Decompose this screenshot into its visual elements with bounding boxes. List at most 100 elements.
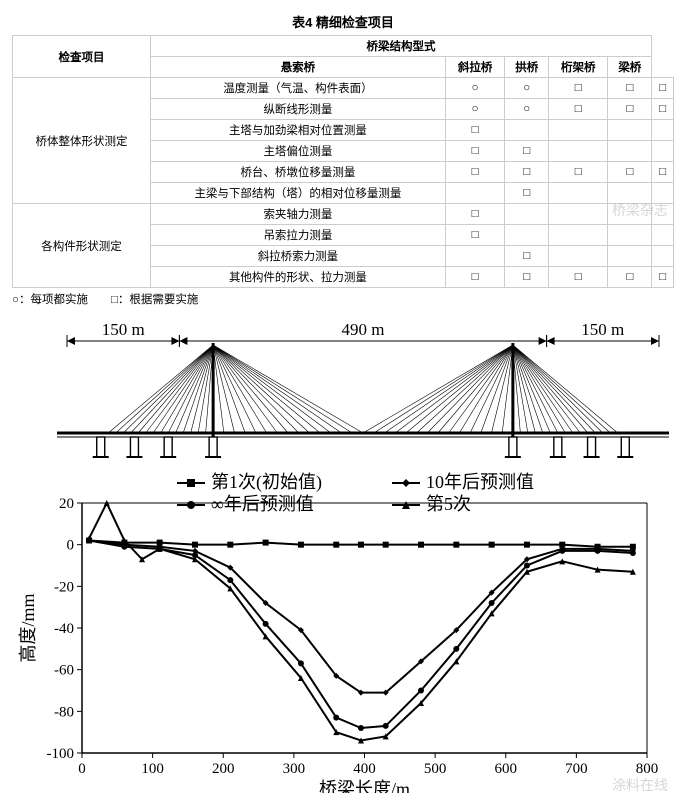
cell <box>445 183 504 204</box>
cell <box>505 225 549 246</box>
svg-text:第5次: 第5次 <box>426 494 471 514</box>
cell <box>652 225 674 246</box>
cell <box>549 225 608 246</box>
series-10yr <box>89 541 633 693</box>
row-label: 吊索拉力测量 <box>150 225 445 246</box>
cell: □ <box>608 267 652 288</box>
figure-svg: 150 m490 m150 m0100200300400500600700800… <box>12 313 674 793</box>
cell: □ <box>505 183 549 204</box>
th-checkitem: 检查项目 <box>13 36 151 78</box>
row-label: 主塔与加劲梁相对位置测量 <box>150 120 445 141</box>
series-fifth <box>89 503 633 741</box>
cell <box>652 141 674 162</box>
cell <box>608 204 652 225</box>
svg-text:700: 700 <box>565 761 588 777</box>
inspection-table: 检查项目 桥梁结构型式 悬索桥斜拉桥拱桥桁架桥梁桥 桥体整体形状测定温度测量（气… <box>12 35 674 288</box>
cell: □ <box>652 78 674 99</box>
cell: □ <box>549 267 608 288</box>
row-group-label: 桥体整体形状测定 <box>13 78 151 204</box>
bridge-diagram: 150 m 490 m 150 m <box>57 320 669 457</box>
svg-text:10年后预测值: 10年后预测值 <box>426 472 534 492</box>
svg-text:490 m: 490 m <box>342 320 385 339</box>
cell <box>505 204 549 225</box>
svg-text:-100: -100 <box>47 746 75 762</box>
cell: □ <box>549 99 608 120</box>
row-group-label: 各构件形状测定 <box>13 204 151 288</box>
cell: □ <box>652 99 674 120</box>
svg-text:500: 500 <box>424 761 447 777</box>
table-row: 各构件形状测定索夹轴力测量□ <box>13 204 674 225</box>
cell <box>652 120 674 141</box>
table-legend: ○：每项都实施 □：根据需要实施 <box>12 291 674 307</box>
svg-text:200: 200 <box>212 761 235 777</box>
row-label: 温度测量（气温、构件表面） <box>150 78 445 99</box>
svg-text:150 m: 150 m <box>581 320 624 339</box>
cell: ○ <box>445 99 504 120</box>
table-title: 表4 精细检查项目 <box>12 12 674 31</box>
cell: □ <box>652 267 674 288</box>
svg-text:0: 0 <box>78 761 86 777</box>
row-label: 主梁与下部结构（塔）的相对位移量测量 <box>150 183 445 204</box>
cell <box>608 246 652 267</box>
cell: □ <box>445 120 504 141</box>
svg-text:∞年后预测值: ∞年后预测值 <box>211 494 314 514</box>
row-label: 纵断线形测量 <box>150 99 445 120</box>
series-inf <box>89 541 633 729</box>
cell: □ <box>549 162 608 183</box>
cell: □ <box>445 225 504 246</box>
row-label: 斜拉桥索力测量 <box>150 246 445 267</box>
sub-header: 桁架桥 <box>549 57 608 78</box>
svg-text:150 m: 150 m <box>102 320 145 339</box>
cell <box>549 204 608 225</box>
cell <box>505 120 549 141</box>
svg-text:桥梁长度/m: 桥梁长度/m <box>319 779 410 793</box>
cell: □ <box>445 141 504 162</box>
cell <box>549 246 608 267</box>
svg-text:-20: -20 <box>54 579 74 595</box>
row-label: 索夹轴力测量 <box>150 204 445 225</box>
svg-text:0: 0 <box>67 538 75 554</box>
sub-header: 悬索桥 <box>150 57 445 78</box>
cell <box>549 120 608 141</box>
cell: □ <box>505 246 549 267</box>
svg-text:800: 800 <box>636 761 659 777</box>
table-row: 桥体整体形状测定温度测量（气温、构件表面）○○□□□ <box>13 78 674 99</box>
cell <box>652 204 674 225</box>
row-label: 其他构件的形状、拉力测量 <box>150 267 445 288</box>
cell: □ <box>445 204 504 225</box>
cell <box>652 183 674 204</box>
cell: ○ <box>445 78 504 99</box>
cell: ○ <box>505 78 549 99</box>
cell <box>652 246 674 267</box>
th-bridgetype: 桥梁结构型式 <box>150 36 651 57</box>
svg-text:-80: -80 <box>54 704 74 720</box>
cell: □ <box>505 267 549 288</box>
sub-header: 斜拉桥 <box>445 57 504 78</box>
svg-text:高度/mm: 高度/mm <box>18 593 38 662</box>
svg-text:第1次(初始值): 第1次(初始值) <box>211 472 322 493</box>
cell: ○ <box>505 99 549 120</box>
cell: □ <box>652 162 674 183</box>
cell <box>549 183 608 204</box>
cell: □ <box>608 162 652 183</box>
svg-text:100: 100 <box>141 761 164 777</box>
cell <box>549 141 608 162</box>
svg-text:20: 20 <box>59 496 74 512</box>
cell <box>445 246 504 267</box>
sub-header: 拱桥 <box>505 57 549 78</box>
svg-text:600: 600 <box>495 761 518 777</box>
cell: □ <box>608 99 652 120</box>
row-label: 桥台、桥墩位移量测量 <box>150 162 445 183</box>
svg-text:300: 300 <box>283 761 306 777</box>
row-label: 主塔偏位测量 <box>150 141 445 162</box>
svg-text:400: 400 <box>353 761 376 777</box>
cell <box>608 225 652 246</box>
deflection-chart: 0100200300400500600700800-100-80-60-40-2… <box>18 472 658 793</box>
cell: □ <box>505 141 549 162</box>
cell <box>608 141 652 162</box>
svg-text:-60: -60 <box>54 663 74 679</box>
svg-text:-40: -40 <box>54 621 74 637</box>
cell <box>608 120 652 141</box>
chart-legend: 第1次(初始值) 10年后预测值 ∞年后预测值 第5次 <box>177 472 534 514</box>
cell: □ <box>549 78 608 99</box>
